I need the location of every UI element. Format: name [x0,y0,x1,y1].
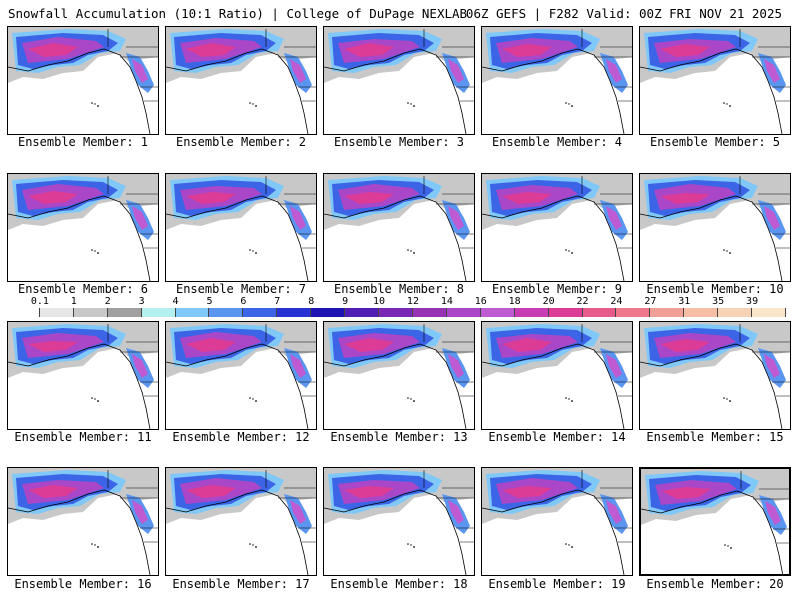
ensemble-member-map [481,467,633,576]
color-scale-bar [6,308,786,317]
color-scale-swatch [480,308,515,317]
color-scale-swatch [209,308,244,317]
color-scale-tick-label: 6 [240,296,247,307]
color-scale-swatch [277,308,312,317]
color-scale-swatch [243,308,278,317]
color-scale-swatch [141,308,176,317]
color-scale-tick-label: 20 [542,296,555,307]
ensemble-member-caption: Ensemble Member: 14 [488,430,626,444]
ensemble-member-caption: Ensemble Member: 12 [172,430,310,444]
ensemble-member-caption: Ensemble Member: 5 [649,135,781,149]
ensemble-member-map [7,173,159,282]
ensemble-member-map [639,173,791,282]
color-scale-tick-label: 14 [440,296,453,307]
color-scale-swatch [548,308,583,317]
ensemble-member-map [639,321,791,430]
color-scale-swatch [175,308,210,317]
color-scale-swatch [752,308,786,317]
ensemble-member-map [639,26,791,135]
chart-title: Snowfall Accumulation (10:1 Ratio) | Col… [8,6,468,21]
ensemble-member-map [481,173,633,282]
color-scale-tick-label: 1 [70,296,77,307]
ensemble-member-map [165,26,317,135]
color-scale-tick-label: 0.1 [30,296,49,307]
ensemble-member-caption: Ensemble Member: 4 [491,135,623,149]
color-scale-swatch [73,308,108,317]
ensemble-member-map [7,467,159,576]
color-scale-tick-label: 9 [342,296,349,307]
ensemble-member-caption: Ensemble Member: 13 [330,430,468,444]
ensemble-member-caption: Ensemble Member: 10 [646,282,784,296]
color-scale-tick-label: 10 [373,296,386,307]
ensemble-member-caption: Ensemble Member: 18 [330,577,468,591]
color-scale-tick-label: 27 [644,296,657,307]
ensemble-member-caption: Ensemble Member: 1 [17,135,149,149]
ensemble-member-map [7,321,159,430]
ensemble-member-caption: Ensemble Member: 6 [17,282,149,296]
color-scale-swatch [107,308,142,317]
color-scale-swatch [446,308,481,317]
color-scale-tick-label: 5 [206,296,213,307]
ensemble-member-map [165,467,317,576]
color-scale-swatch [39,308,74,317]
color-scale-tick-label: 3 [138,296,145,307]
ensemble-member-caption: Ensemble Member: 15 [646,430,784,444]
color-scale-tick-label: 7 [274,296,281,307]
color-scale-tick-label: 31 [678,296,691,307]
ensemble-member-caption: Ensemble Member: 7 [175,282,307,296]
ensemble-member-map [323,26,475,135]
color-scale-tick-label: 8 [308,296,315,307]
color-scale-swatch [311,308,346,317]
ensemble-member-map [323,467,475,576]
color-scale-swatch [582,308,617,317]
color-scale-swatch [514,308,549,317]
color-scale-swatch [6,308,40,317]
color-scale-swatch [412,308,447,317]
ensemble-member-map [323,321,475,430]
color-scale-swatch [379,308,413,317]
model-run-info: 06Z GEFS | F282 Valid: 00Z FRI NOV 21 20… [465,6,782,21]
color-scale-tick-label: 4 [172,296,179,307]
color-scale-swatch [345,308,380,317]
color-scale-tick-label: 18 [508,296,521,307]
ensemble-member-caption: Ensemble Member: 17 [172,577,310,591]
ensemble-member-map [7,26,159,135]
ensemble-member-map [323,173,475,282]
ensemble-member-caption: Ensemble Member: 16 [14,577,152,591]
ensemble-member-map [481,321,633,430]
ensemble-member-caption: Ensemble Member: 11 [14,430,152,444]
color-scale-tick-label: 35 [712,296,725,307]
color-scale-tick-label: 2 [104,296,111,307]
ensemble-member-map [165,321,317,430]
ensemble-member-caption: Ensemble Member: 19 [488,577,626,591]
color-scale-tick-label: 16 [474,296,487,307]
ensemble-member-map [481,26,633,135]
ensemble-member-map [165,173,317,282]
color-scale-swatch [718,308,753,317]
color-scale-tick-label: 24 [610,296,623,307]
color-scale-swatch [684,308,719,317]
color-scale-tick-label: 22 [576,296,589,307]
ensemble-member-caption: Ensemble Member: 9 [491,282,623,296]
ensemble-member-caption: Ensemble Member: 2 [175,135,307,149]
color-scale-swatch [650,308,685,317]
color-scale-swatch [616,308,651,317]
ensemble-member-caption: Ensemble Member: 3 [333,135,465,149]
ensemble-member-caption: Ensemble Member: 8 [333,282,465,296]
ensemble-member-caption: Ensemble Member: 20 [646,577,784,591]
color-scale-tick-label: 12 [406,296,419,307]
color-scale-tick-label: 39 [746,296,759,307]
ensemble-member-map [639,467,791,576]
